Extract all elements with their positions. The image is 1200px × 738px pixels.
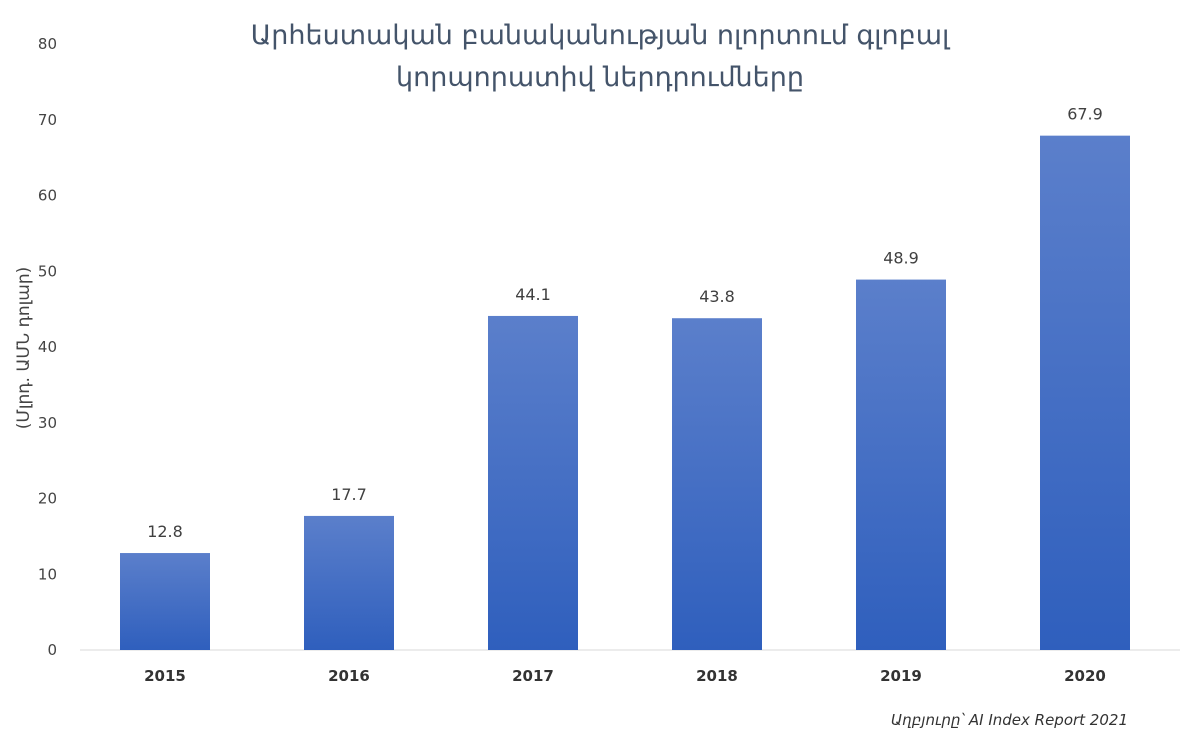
x-tick-label: 2015 — [144, 667, 186, 685]
chart-title-line-1: Արհեստական բանականության ոլորտում գլոբալ — [251, 20, 951, 51]
y-tick-label: 80 — [38, 35, 57, 53]
y-tick-label: 0 — [47, 641, 57, 659]
data-label-2017: 44.1 — [515, 285, 551, 304]
y-tick-label: 50 — [38, 262, 57, 280]
source-note: Աղբյուրը՝ AI Index Report 2021 — [891, 711, 1128, 729]
y-axis-label: (Մլրդ. ԱՄՆ դոլար) — [14, 267, 34, 429]
bar-2017 — [488, 315, 578, 650]
bar-2015 — [120, 553, 210, 650]
y-tick-label: 10 — [38, 565, 57, 583]
y-tick-label: 40 — [38, 338, 57, 356]
bar-2020 — [1040, 135, 1130, 651]
y-tick-label: 20 — [38, 490, 57, 508]
data-label-2015: 12.8 — [147, 522, 183, 541]
chart-title-line-2: կորպորատիվ ներդրումները — [396, 62, 804, 93]
x-tick-label: 2016 — [328, 667, 370, 685]
bar-2018 — [672, 318, 762, 650]
y-tick-label: 70 — [38, 111, 57, 129]
x-tick-label: 2018 — [696, 667, 738, 685]
y-tick-label: 60 — [38, 187, 57, 205]
x-tick-label: 2019 — [880, 667, 922, 685]
y-axis-ticks: 0 10 20 30 40 50 60 70 80 — [38, 35, 57, 659]
data-label-2018: 43.8 — [699, 287, 735, 306]
x-axis-ticks: 2015 2016 2017 2018 2019 2020 — [144, 667, 1106, 685]
y-tick-label: 30 — [38, 414, 57, 432]
bar-2019 — [856, 279, 946, 650]
bar-2016 — [304, 515, 394, 650]
x-tick-label: 2017 — [512, 667, 554, 685]
data-label-2016: 17.7 — [331, 485, 367, 504]
data-labels: 12.8 17.7 44.1 43.8 48.9 67.9 — [147, 105, 1103, 541]
bars — [120, 135, 1130, 651]
x-tick-label: 2020 — [1064, 667, 1106, 685]
data-label-2019: 48.9 — [883, 249, 919, 268]
data-label-2020: 67.9 — [1067, 105, 1103, 124]
